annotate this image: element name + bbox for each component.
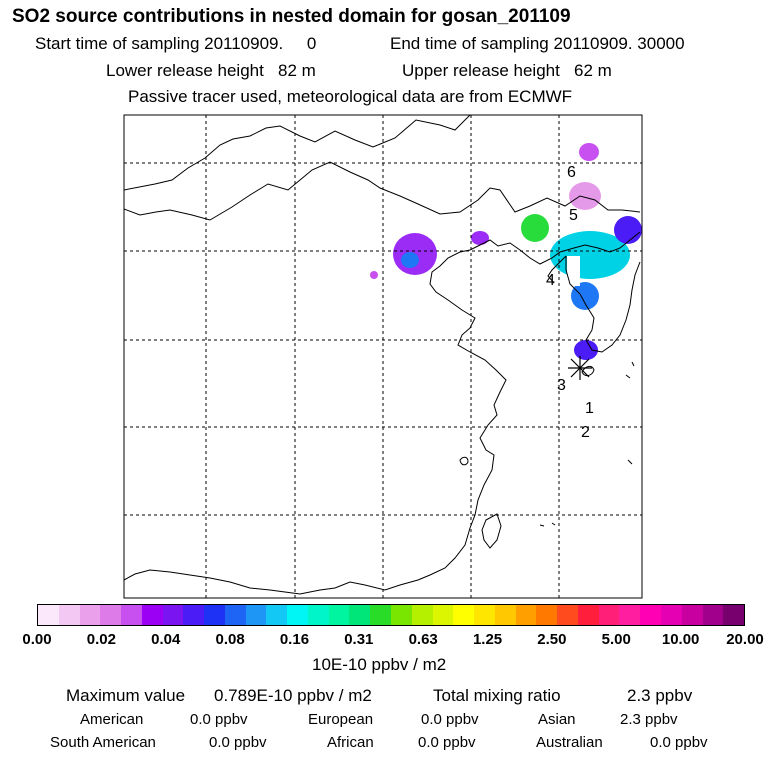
region-african-name: African	[327, 734, 374, 751]
colorbar-segment	[453, 605, 475, 625]
colorbar-tick-label: 1.25	[472, 631, 503, 648]
colorbar-tick-label: 0.16	[279, 631, 310, 648]
max-value: 0.789E-10 ppbv / m2	[214, 686, 372, 705]
colorbar-segment	[38, 605, 59, 625]
colorbar-segment	[536, 605, 558, 625]
colorbar-segment	[557, 605, 578, 625]
plume-top-spot	[579, 143, 599, 161]
colorbar-tick-label: 5.00	[601, 631, 631, 648]
colorbar-segment	[411, 605, 433, 625]
colorbar-segment	[723, 605, 745, 625]
colorbar-segment	[577, 605, 599, 625]
plume-small-patch	[370, 271, 378, 279]
colorbar-tick-label: 0.02	[86, 631, 116, 648]
colorbar-segment	[474, 605, 495, 625]
plume-north-spot	[471, 231, 489, 245]
colorbar-segment	[619, 605, 641, 625]
colorbar-tick-label: 2.50	[537, 631, 567, 648]
start-time-label: Start time of sampling 20110909. 0	[35, 34, 317, 53]
colorbar-segment	[204, 605, 225, 625]
coastlines	[124, 115, 641, 595]
plume-north-core	[521, 214, 549, 242]
map-marker-1: 1	[585, 400, 594, 417]
colorbar-tick-label: 0.63	[408, 631, 438, 648]
lower-release-height-label: Lower release height 82 m	[106, 61, 316, 80]
colorbar-segment	[58, 605, 80, 625]
region-south-american-value: 0.0 ppbv	[209, 734, 267, 751]
colorbar-tick-label: 0.04	[151, 631, 181, 648]
region-asian-name: Asian	[538, 711, 576, 728]
colorbar-tick-label: 0.00	[22, 631, 52, 648]
map-marker-4: 4	[546, 272, 555, 289]
region-european-name: European	[308, 711, 374, 728]
upper-release-height-label: Upper release height 62 m	[402, 61, 612, 80]
region-american-name: American	[80, 711, 144, 728]
region-south-american-name: South American	[50, 734, 156, 751]
colorbar-segment	[307, 605, 329, 625]
colorbar-segment	[224, 605, 246, 625]
colorbar-segment	[266, 605, 288, 625]
graticule	[124, 115, 642, 598]
colorbar	[37, 604, 745, 626]
region-australian-name: Australian	[536, 734, 603, 751]
colorbar-segment	[515, 605, 537, 625]
total-mixing-value: 2.3 ppbv	[627, 686, 693, 705]
receptor-site-icon	[568, 356, 592, 380]
max-value-label: Maximum value	[66, 686, 186, 705]
colorbar-segment	[328, 605, 350, 625]
colorbar-segment	[494, 605, 516, 625]
colorbar-unit-label: 10E-10 ppbv / m2	[312, 655, 447, 674]
source-contribution-map: 1 2 3 4 5 6	[123, 114, 643, 599]
map-marker-5: 5	[569, 207, 578, 224]
region-american-value: 0.0 ppbv	[190, 711, 248, 728]
colorbar-segment	[702, 605, 724, 625]
colorbar-segment	[141, 605, 163, 625]
map-frame	[123, 114, 643, 599]
colorbar-segment	[100, 605, 122, 625]
total-mixing-label: Total mixing ratio	[433, 686, 561, 705]
plume-korea-south	[571, 282, 599, 310]
colorbar-segment	[370, 605, 392, 625]
colorbar-segment	[121, 605, 142, 625]
colorbar-segment	[183, 605, 205, 625]
plume-gap-mask	[567, 256, 580, 286]
plume-top-halo	[569, 182, 601, 210]
colorbar-segment	[640, 605, 661, 625]
colorbar-segment	[391, 605, 412, 625]
colorbar-segment	[245, 605, 267, 625]
colorbar-segment	[660, 605, 682, 625]
map-marker-3: 3	[557, 377, 566, 394]
colorbar-tick-label: 10.00	[661, 631, 700, 648]
colorbar-tick-label: 20.00	[726, 631, 764, 648]
end-time-label: End time of sampling 20110909. 30000	[390, 34, 685, 53]
colorbar-segment	[432, 605, 454, 625]
colorbar-segment	[598, 605, 620, 625]
map-marker-2: 2	[581, 424, 590, 441]
plume-west-core	[401, 252, 419, 268]
plume-jeju-area	[574, 340, 598, 360]
colorbar-segment	[162, 605, 184, 625]
colorbar-tick-label: 0.31	[344, 631, 374, 648]
colorbar-segment	[79, 605, 101, 625]
region-asian-value: 2.3 ppbv	[620, 711, 678, 728]
colorbar-tick-label: 0.08	[215, 631, 245, 648]
region-african-value: 0.0 ppbv	[418, 734, 476, 751]
plume-korea-coast	[614, 216, 642, 244]
map-marker-6: 6	[567, 164, 576, 181]
colorbar-segment	[681, 605, 703, 625]
region-australian-value: 0.0 ppbv	[650, 734, 708, 751]
colorbar-segment	[287, 605, 308, 625]
colorbar-segment	[349, 605, 371, 625]
tracer-note: Passive tracer used, meteorological data…	[128, 87, 573, 106]
region-european-value: 0.0 ppbv	[421, 711, 479, 728]
page-title: SO2 source contributions in nested domai…	[12, 6, 571, 27]
